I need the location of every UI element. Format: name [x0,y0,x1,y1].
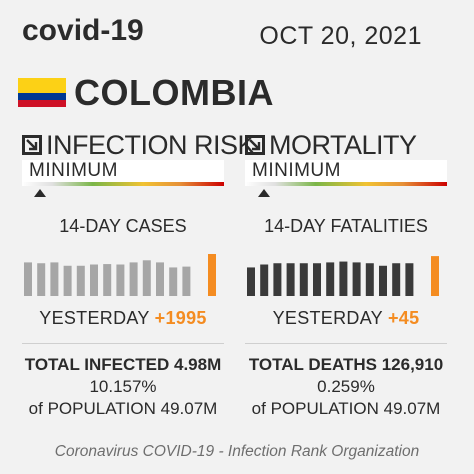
infection-risk-scale [22,182,224,186]
report-date: OCT 20, 2021 [259,22,422,50]
bar-day [90,264,98,296]
infection-risk-title: INFECTION RISK [46,129,256,160]
infected-percent: 10.157% [89,377,157,396]
cases-label: 14-DAY CASES [59,216,187,236]
fatalities-bar-chart [245,254,447,296]
deaths-percent: 0.259% [317,377,375,396]
population-value: 49.07M [160,399,218,418]
divider [22,343,224,344]
divider [245,343,447,344]
bar-day [405,263,414,296]
bar-day [103,264,112,296]
app-title: covid-19 [22,14,144,47]
yesterday-fatalities-value: +45 [387,308,420,328]
bar-yesterday [208,254,216,296]
bar-day [326,262,335,296]
population-label: of POPULATION [28,399,156,418]
population-label: of POPULATION [251,399,379,418]
bar-day [24,262,32,296]
mortality-totals: TOTAL DEATHS 126,910 0.259% of POPULATIO… [245,354,447,420]
bar-day [116,264,125,296]
yesterday-label: YESTERDAY [39,308,150,328]
bar-day [182,266,191,296]
bar-day [379,265,387,296]
bar-day [365,263,374,296]
bar-day [37,263,46,296]
colombia-flag-icon [18,78,66,107]
bar-day [352,262,361,296]
bar-day [313,263,321,296]
mortality-header: MORTALITY [245,130,447,160]
fatalities-yesterday: YESTERDAY +45 [245,308,447,329]
bar-day [286,263,295,296]
country-name: COLOMBIA [74,72,274,113]
bar-day [156,262,164,296]
bar-day [76,265,85,296]
arrow-down-right-icon [245,135,265,155]
cases-bar-chart [22,254,224,296]
total-deaths-label: TOTAL DEATHS [248,355,377,374]
mortality-level: MINIMUM [245,160,447,182]
bar-day [50,262,59,296]
bar-day [273,263,282,296]
bar-day [142,260,151,296]
bar-day [299,263,308,296]
total-infected-value: 4.98M [173,355,222,374]
infection-risk-level: MINIMUM [22,160,224,182]
total-infected-label: TOTAL INFECTED [24,355,170,374]
infection-risk-header: INFECTION RISK [22,130,256,160]
bar-day [247,267,255,296]
bar-day [260,264,269,296]
cases-yesterday: YESTERDAY +1995 [22,308,224,329]
infection-totals: TOTAL INFECTED 4.98M 10.157% of POPULATI… [22,354,224,420]
bar-yesterday [431,256,439,296]
footer-credit: Coronavirus COVID-19 - Infection Rank Or… [54,443,420,460]
yesterday-cases-value: +1995 [154,308,207,328]
infection-risk-marker-icon [34,189,46,197]
fatalities-label: 14-DAY FATALITIES [264,216,428,236]
arrow-down-right-icon [22,135,42,155]
mortality-title: MORTALITY [269,129,417,160]
bar-day [339,261,348,296]
mortality-scale [245,182,447,186]
bar-day [169,267,178,296]
bar-day [63,265,72,296]
population-value: 49.07M [383,399,441,418]
total-deaths-value: 126,910 [381,355,444,374]
bar-day [392,263,401,296]
yesterday-label: YESTERDAY [272,308,383,328]
bar-day [129,262,138,296]
mortality-marker-icon [258,189,270,197]
